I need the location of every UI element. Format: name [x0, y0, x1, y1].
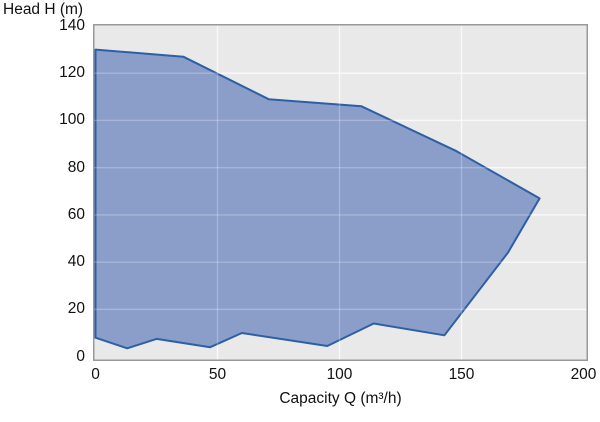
- x-tick-label: 50: [208, 366, 227, 383]
- x-tick-label: 100: [326, 366, 353, 383]
- y-tick-label: 0: [76, 347, 85, 365]
- x-axis-title: Capacity Q (m³/h): [279, 390, 402, 407]
- y-tick-label: 120: [59, 64, 85, 82]
- y-tick-label: 100: [59, 111, 85, 129]
- y-tick-label: 20: [67, 300, 85, 318]
- envelope-area: [94, 48, 541, 350]
- y-tick-label: 60: [67, 205, 85, 223]
- plot-frame: [93, 24, 588, 361]
- y-tick-label: 80: [67, 158, 85, 176]
- y-axis-title: Head H (m): [3, 1, 84, 18]
- pump-envelope-chart: [93, 24, 588, 361]
- y-tick-label: 140: [59, 17, 85, 34]
- y-tick-label: 40: [67, 253, 85, 271]
- x-tick-label: 150: [448, 366, 475, 383]
- x-tick-label: 200: [570, 366, 597, 383]
- x-tick-label: 0: [91, 366, 100, 383]
